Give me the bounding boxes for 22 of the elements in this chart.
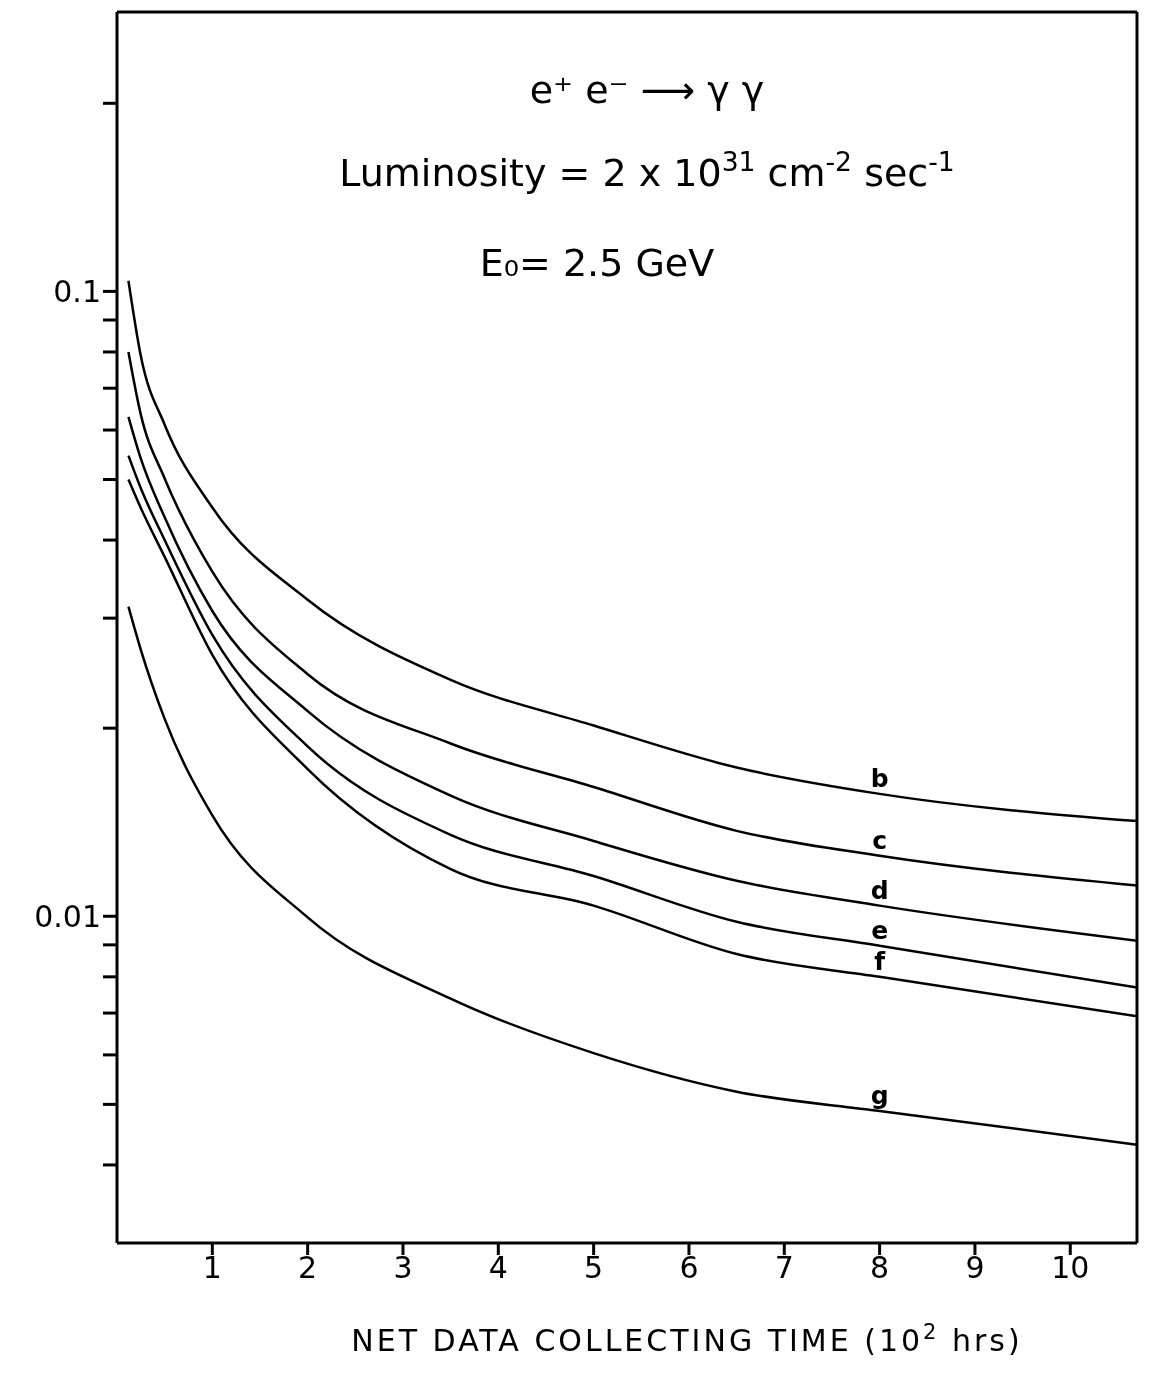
annotation: E₀= 2.5 GeV <box>479 241 715 285</box>
x-tick-label: 4 <box>488 1250 508 1286</box>
x-axis-title: NET DATA COLLECTING TIME (10$^{2}$ hrs) <box>351 1320 1023 1358</box>
series-label: e <box>871 915 889 945</box>
x-tick-label: 10 <box>1051 1250 1090 1286</box>
text: e⁺ e⁻ ⟶ γ γ <box>529 68 765 112</box>
series-label: g <box>870 1080 889 1110</box>
x-tick-label: 7 <box>774 1250 794 1286</box>
series-label: d <box>870 875 889 905</box>
x-tick-label: 3 <box>393 1250 413 1286</box>
x-tick-label: 5 <box>584 1250 604 1286</box>
series-label: f <box>874 946 887 976</box>
x-tick-label: 1 <box>202 1250 222 1286</box>
y-tick-label: 0.01 <box>34 898 101 934</box>
y-tick-label: 0.1 <box>53 274 101 310</box>
x-tick-label: 6 <box>679 1250 699 1286</box>
x-tick-label: 9 <box>965 1250 985 1286</box>
series-label: b <box>870 763 889 793</box>
x-tick-label: 2 <box>298 1250 318 1286</box>
x-tick-label: 8 <box>870 1250 890 1286</box>
text: Luminosity = 2 x 10$^{31}$ cm$^{-2}$ sec$^{-1}$ <box>339 145 955 195</box>
series-label: c <box>872 825 888 855</box>
